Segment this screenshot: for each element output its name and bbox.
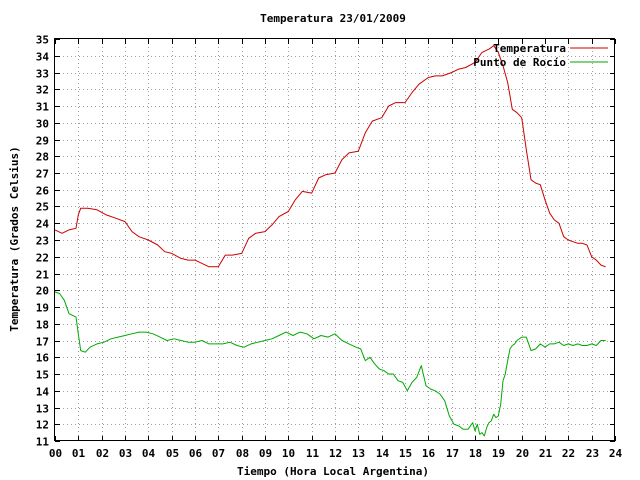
y-tick-label: 20 [36,285,49,298]
series-line-temperatura [54,45,606,268]
x-tick-label: 03 [119,447,132,460]
x-tick-label: 21 [539,447,553,460]
x-tick-label: 07 [212,447,225,460]
x-tick-label: 22 [562,447,575,460]
x-axis-label: Tiempo (Hora Local Argentina) [237,465,429,478]
y-tick-label: 12 [36,419,49,432]
legend-label-temperatura: Temperatura [493,42,566,55]
series-lines [54,45,606,437]
series-line-punto-de-rocio [54,291,606,437]
y-tick-label: 32 [36,84,49,97]
y-tick-label: 34 [36,51,50,64]
y-tick-label: 22 [36,252,49,265]
y-tick-label: 18 [36,319,49,332]
legend: Temperatura Punto de Rocío [473,42,608,69]
y-tick-label: 30 [36,118,49,131]
x-tick-label: 00 [49,447,62,460]
x-tick-label: 01 [72,447,86,460]
x-tick-label: 10 [282,447,295,460]
x-tick-label: 08 [236,447,249,460]
x-tick-label: 18 [469,447,482,460]
x-tick-label: 13 [352,447,365,460]
x-tick-label: 23 [586,447,599,460]
y-tick-label: 27 [36,168,49,181]
y-tick-label: 26 [36,185,50,198]
y-tick-label: 11 [36,436,50,449]
y-tick-label: 19 [36,302,49,315]
x-tick-label: 14 [376,447,390,460]
chart-title: Temperatura 23/01/2009 [260,12,406,25]
y-axis-label: Temperatura (Grados Celsius) [8,146,21,331]
x-tick-label: 17 [446,447,459,460]
y-tick-label: 13 [36,403,49,416]
x-tick-label: 06 [189,447,203,460]
x-tick-label: 12 [329,447,342,460]
y-tick-label: 35 [36,34,49,47]
y-tick-label: 31 [36,101,50,114]
x-tick-label: 11 [306,447,320,460]
gridlines [55,39,615,441]
y-tick-label: 21 [36,269,50,282]
x-tick-label: 09 [259,447,272,460]
y-tick-label: 14 [36,386,50,399]
y-tick-label: 24 [36,218,50,231]
x-tick-label: 15 [399,447,412,460]
y-tick-label: 16 [36,352,50,365]
y-tick-label: 15 [36,369,49,382]
x-tick-label: 02 [96,447,109,460]
y-tick-label: 33 [36,68,49,81]
x-tick-label: 04 [142,447,156,460]
y-tick-label: 25 [36,201,49,214]
y-tick-label: 23 [36,235,49,248]
x-tick-label: 16 [422,447,436,460]
x-tick-label: 24 [609,447,623,460]
y-tick-label: 29 [36,135,49,148]
plot-frame [54,38,615,441]
y-tick-label: 28 [36,151,49,164]
x-tick-label: 05 [166,447,179,460]
y-tick-label: 17 [36,336,49,349]
x-tick-label: 19 [492,447,505,460]
legend-label-punto-de-rocio: Punto de Rocío [473,56,566,69]
x-tick-label: 20 [516,447,529,460]
axis-ticks: 00 01 02 03 04 05 06 07 08 09 10 11 12 13 14 15 16 17 18 19… [36,34,623,461]
